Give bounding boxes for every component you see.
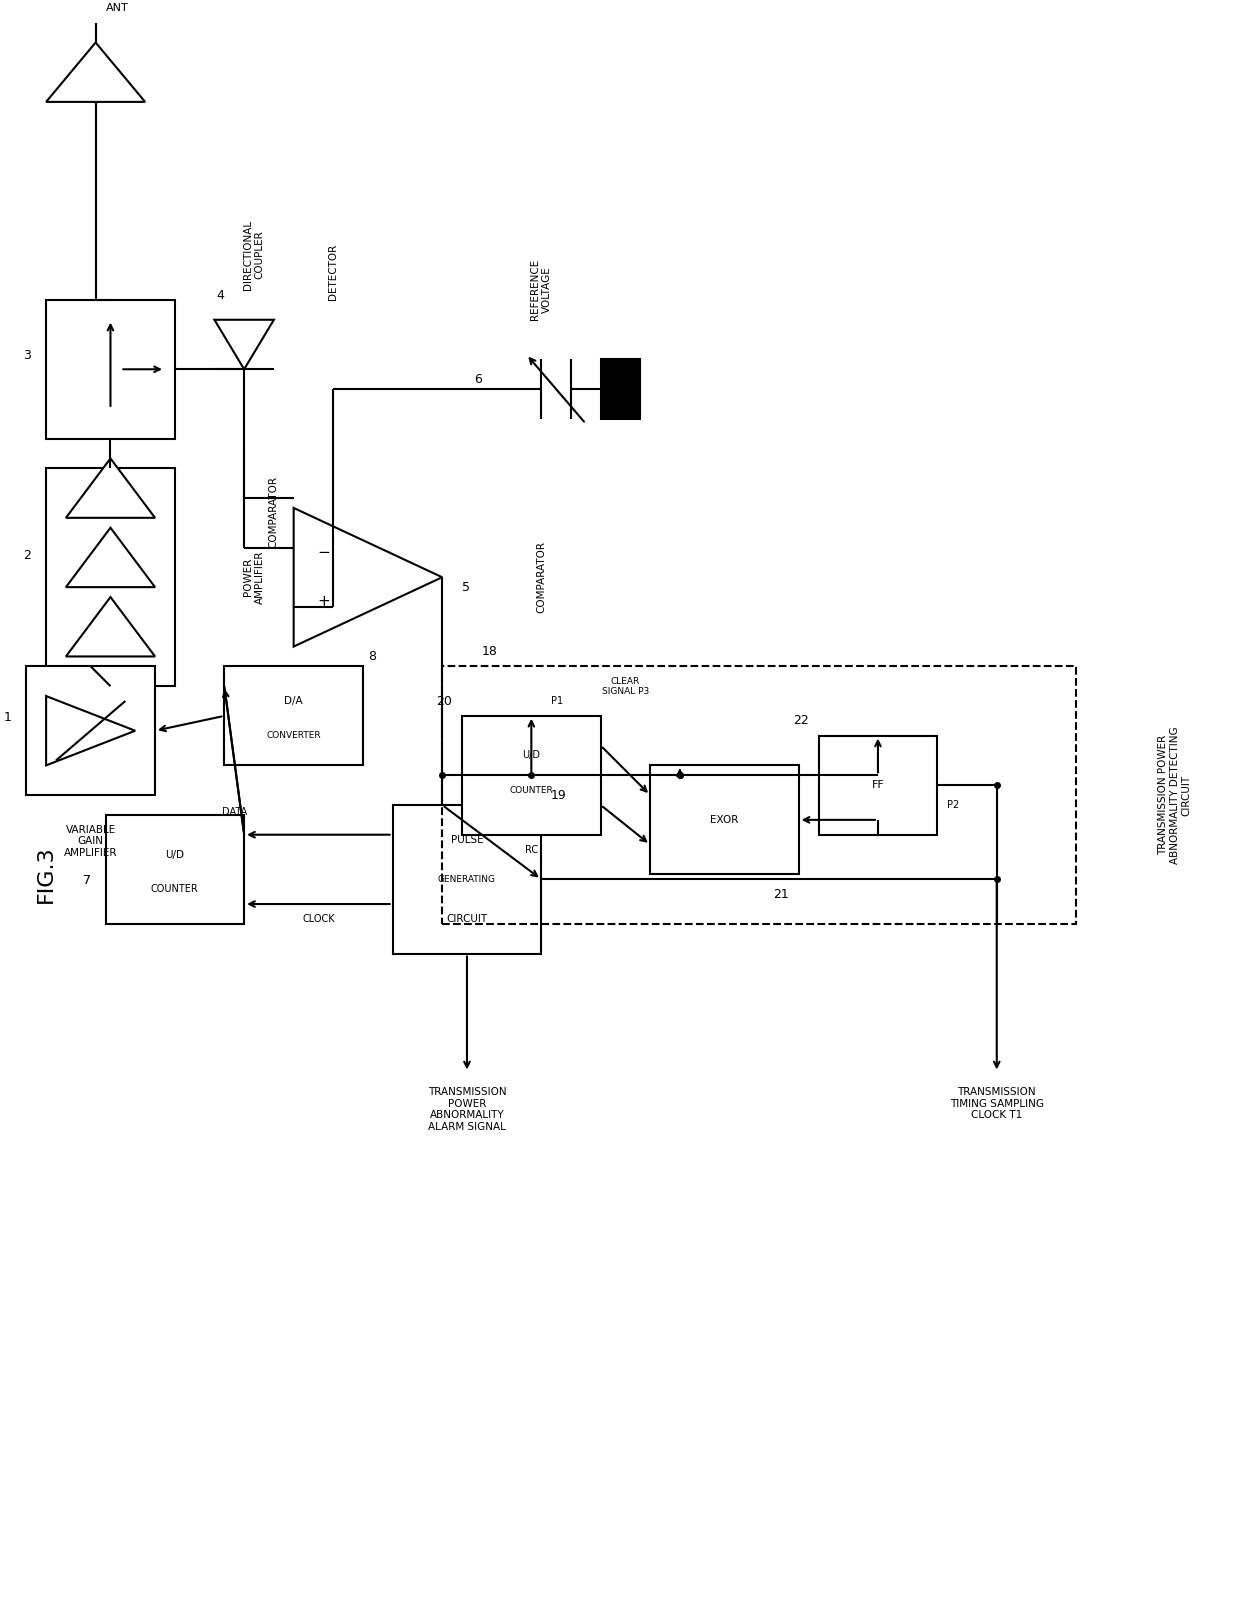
Bar <box>463 715 600 835</box>
Bar <box>46 469 175 686</box>
Text: TRANSMISSION
TIMING SAMPLING
CLOCK T1: TRANSMISSION TIMING SAMPLING CLOCK T1 <box>950 1088 1044 1120</box>
Text: FF: FF <box>872 781 884 790</box>
Text: PULSE: PULSE <box>450 835 484 845</box>
Text: GENERATING: GENERATING <box>438 875 496 883</box>
Text: POWER
AMPLIFIER: POWER AMPLIFIER <box>243 550 265 603</box>
Text: COMPARATOR: COMPARATOR <box>269 475 279 547</box>
Text: U/D: U/D <box>522 750 541 760</box>
Text: 6: 6 <box>474 373 482 386</box>
Text: 20: 20 <box>436 694 453 707</box>
Text: CLOCK: CLOCK <box>303 914 335 923</box>
Text: D/A: D/A <box>284 696 303 706</box>
Text: 1: 1 <box>4 712 11 725</box>
Text: DATA: DATA <box>222 806 247 818</box>
Bar <box>600 360 640 419</box>
Text: 2: 2 <box>24 549 31 562</box>
Text: ANT: ANT <box>105 3 128 13</box>
Text: 22: 22 <box>792 714 808 728</box>
Bar <box>443 666 1076 923</box>
Text: DIRECTIONAL
COUPLER: DIRECTIONAL COUPLER <box>243 219 265 290</box>
Text: COUNTER: COUNTER <box>151 885 198 894</box>
Text: 21: 21 <box>773 888 789 901</box>
Text: COMPARATOR: COMPARATOR <box>536 541 547 613</box>
Polygon shape <box>215 320 274 370</box>
Bar <box>46 299 175 438</box>
Text: CONVERTER: CONVERTER <box>267 731 321 741</box>
Text: 7: 7 <box>83 874 91 886</box>
Polygon shape <box>46 43 145 102</box>
Text: P2: P2 <box>947 800 960 810</box>
Polygon shape <box>66 528 155 587</box>
Text: 19: 19 <box>551 789 567 802</box>
Text: 5: 5 <box>463 581 470 594</box>
Text: 18: 18 <box>482 645 497 658</box>
Text: U/D: U/D <box>165 850 185 859</box>
Text: FIG.3: FIG.3 <box>36 845 56 902</box>
Text: CLEAR
SIGNAL P3: CLEAR SIGNAL P3 <box>601 677 649 696</box>
Polygon shape <box>46 696 135 765</box>
Text: TRANSMISSION
POWER
ABNORMALITY
ALARM SIGNAL: TRANSMISSION POWER ABNORMALITY ALARM SIG… <box>428 1088 506 1133</box>
Text: TRANSMISSION POWER
ABNORMALITY DETECTING
CIRCUIT: TRANSMISSION POWER ABNORMALITY DETECTING… <box>1158 726 1192 864</box>
Text: CIRCUIT: CIRCUIT <box>446 914 487 923</box>
Bar <box>224 666 363 765</box>
Bar <box>650 765 799 874</box>
Text: +: + <box>317 595 330 610</box>
Text: COUNTER: COUNTER <box>510 786 553 795</box>
Text: DETECTOR: DETECTOR <box>329 243 339 299</box>
Text: −: − <box>317 546 330 560</box>
Text: 4: 4 <box>217 288 224 301</box>
Polygon shape <box>66 459 155 518</box>
Text: EXOR: EXOR <box>711 814 739 826</box>
Bar <box>818 736 937 835</box>
Text: 8: 8 <box>368 650 376 662</box>
Bar <box>105 814 244 923</box>
Text: P1: P1 <box>551 696 563 706</box>
Text: VARIABLE
GAIN
AMPLIFIER: VARIABLE GAIN AMPLIFIER <box>64 826 118 858</box>
Text: 3: 3 <box>24 349 31 362</box>
Text: RC: RC <box>525 845 538 854</box>
Bar <box>26 666 155 795</box>
Polygon shape <box>294 507 443 646</box>
Text: REFERENCE
VOLTAGE: REFERENCE VOLTAGE <box>531 259 552 320</box>
Bar <box>393 805 541 954</box>
Polygon shape <box>66 597 155 656</box>
